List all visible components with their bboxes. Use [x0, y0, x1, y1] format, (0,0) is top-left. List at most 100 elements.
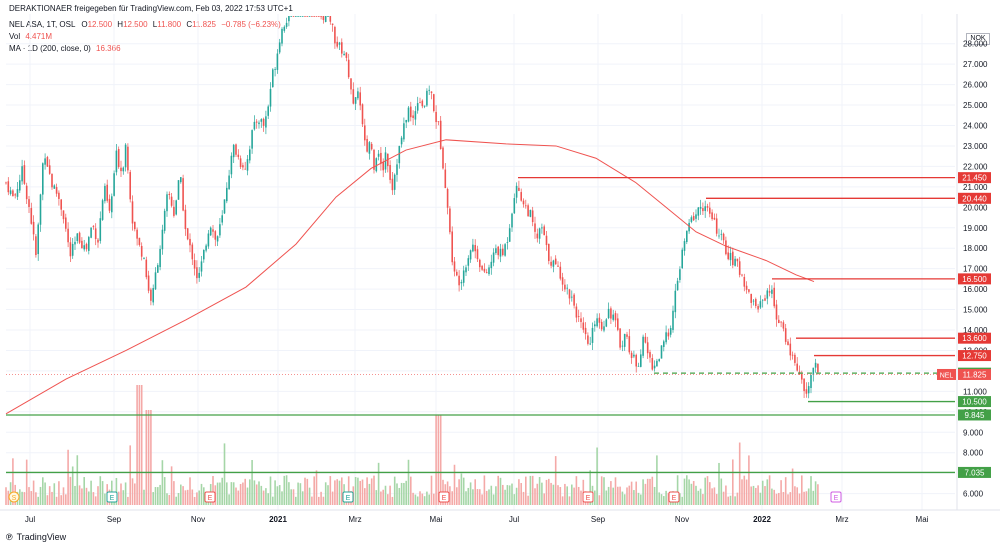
candle-body — [159, 248, 161, 268]
volume-bar — [681, 496, 683, 505]
candle-body — [88, 237, 90, 251]
candle-body — [771, 289, 773, 294]
volume-bar — [290, 489, 292, 505]
volume-bar — [46, 495, 49, 505]
volume-bar — [357, 477, 359, 505]
volume-bar — [449, 486, 451, 505]
volume-bar — [403, 482, 405, 505]
candle-body — [131, 201, 134, 224]
candle-body — [42, 163, 44, 195]
volume-bar — [327, 485, 329, 505]
volume-bar — [768, 475, 771, 505]
volume-bar — [803, 491, 805, 505]
volume-bar — [513, 494, 516, 505]
candle-body — [449, 208, 451, 233]
candle-body — [338, 42, 341, 45]
volume-bar — [55, 496, 58, 505]
candle-body — [288, 16, 290, 22]
volume-bar — [318, 496, 320, 505]
candle-body — [255, 121, 258, 123]
candle-body — [642, 336, 644, 356]
candle-body — [308, 16, 311, 17]
price-tick-label: 18.000 — [963, 244, 988, 253]
candle-body — [467, 258, 470, 266]
event-marker-letter: S — [12, 495, 17, 502]
volume-bar — [329, 476, 332, 505]
candle-body — [136, 229, 138, 239]
candle-body — [186, 228, 189, 240]
candle-body — [278, 42, 281, 53]
volume-bar — [559, 486, 562, 505]
currency-badge[interactable]: NOK — [966, 33, 990, 45]
candle-body — [62, 210, 65, 220]
volume-bar — [709, 482, 711, 505]
candle-body — [656, 360, 658, 367]
volume-bar — [115, 477, 118, 505]
candle-body — [318, 16, 320, 17]
volume-bar — [617, 486, 619, 505]
candle-body — [630, 352, 633, 358]
candle-body — [216, 236, 219, 242]
volume-bar — [157, 487, 159, 505]
candle-body — [127, 146, 129, 171]
candle-body — [81, 240, 83, 249]
volume-bar — [322, 496, 325, 505]
volume-bar — [219, 482, 221, 505]
volume-bar — [375, 490, 378, 505]
volume-value: 4.471M — [25, 32, 53, 41]
candle-body — [232, 144, 235, 158]
candle-body — [69, 242, 72, 257]
candle-body — [791, 354, 794, 356]
level-price-tag — [958, 192, 991, 204]
volume-bar — [663, 496, 665, 505]
candle-body — [58, 192, 60, 199]
volume-bar — [212, 476, 214, 505]
volume-bar — [338, 480, 341, 505]
candle-body — [359, 92, 361, 106]
price-tick-label: 8.000 — [963, 449, 984, 458]
time-tick-label: Jul — [25, 515, 35, 524]
volume-bar — [651, 476, 654, 505]
volume-bar — [734, 496, 736, 505]
volume-bar — [630, 481, 633, 505]
candle-body — [775, 304, 778, 320]
candle-body — [154, 272, 157, 290]
volume-bar — [90, 480, 92, 505]
candle-body — [557, 265, 559, 267]
candle-body — [764, 298, 766, 301]
volume-bar — [221, 477, 223, 505]
volume-bar — [124, 482, 127, 505]
volume-bar — [42, 477, 44, 505]
candle-body — [548, 243, 550, 262]
candle-body — [299, 16, 302, 17]
volume-bar — [467, 487, 470, 505]
candle-body — [177, 180, 180, 200]
candle-body — [398, 145, 401, 164]
candle-body — [145, 259, 148, 278]
candle-body — [416, 103, 419, 111]
volume-bar — [727, 496, 729, 505]
ohlc-open-value: 12.500 — [87, 20, 113, 29]
candle-body — [370, 143, 373, 150]
candle-body — [522, 200, 525, 205]
candle-body — [511, 213, 513, 228]
candle-body — [14, 194, 16, 196]
volume-bar — [391, 496, 394, 505]
candle-body — [198, 272, 200, 278]
candle-body — [237, 154, 240, 158]
candle-body — [495, 248, 497, 254]
volume-bar — [60, 495, 62, 505]
candle-body — [350, 78, 352, 90]
candle-body — [681, 249, 683, 269]
volume-bar — [789, 492, 792, 505]
candle-body — [297, 16, 299, 17]
candle-body — [76, 233, 79, 241]
candle-body — [414, 111, 417, 120]
candle-body — [306, 16, 309, 17]
candle-body — [320, 16, 322, 17]
candle-body — [274, 69, 276, 70]
level-price-label: 21.450 — [962, 174, 987, 183]
candle-body — [375, 158, 378, 172]
volume-bar — [628, 485, 631, 505]
